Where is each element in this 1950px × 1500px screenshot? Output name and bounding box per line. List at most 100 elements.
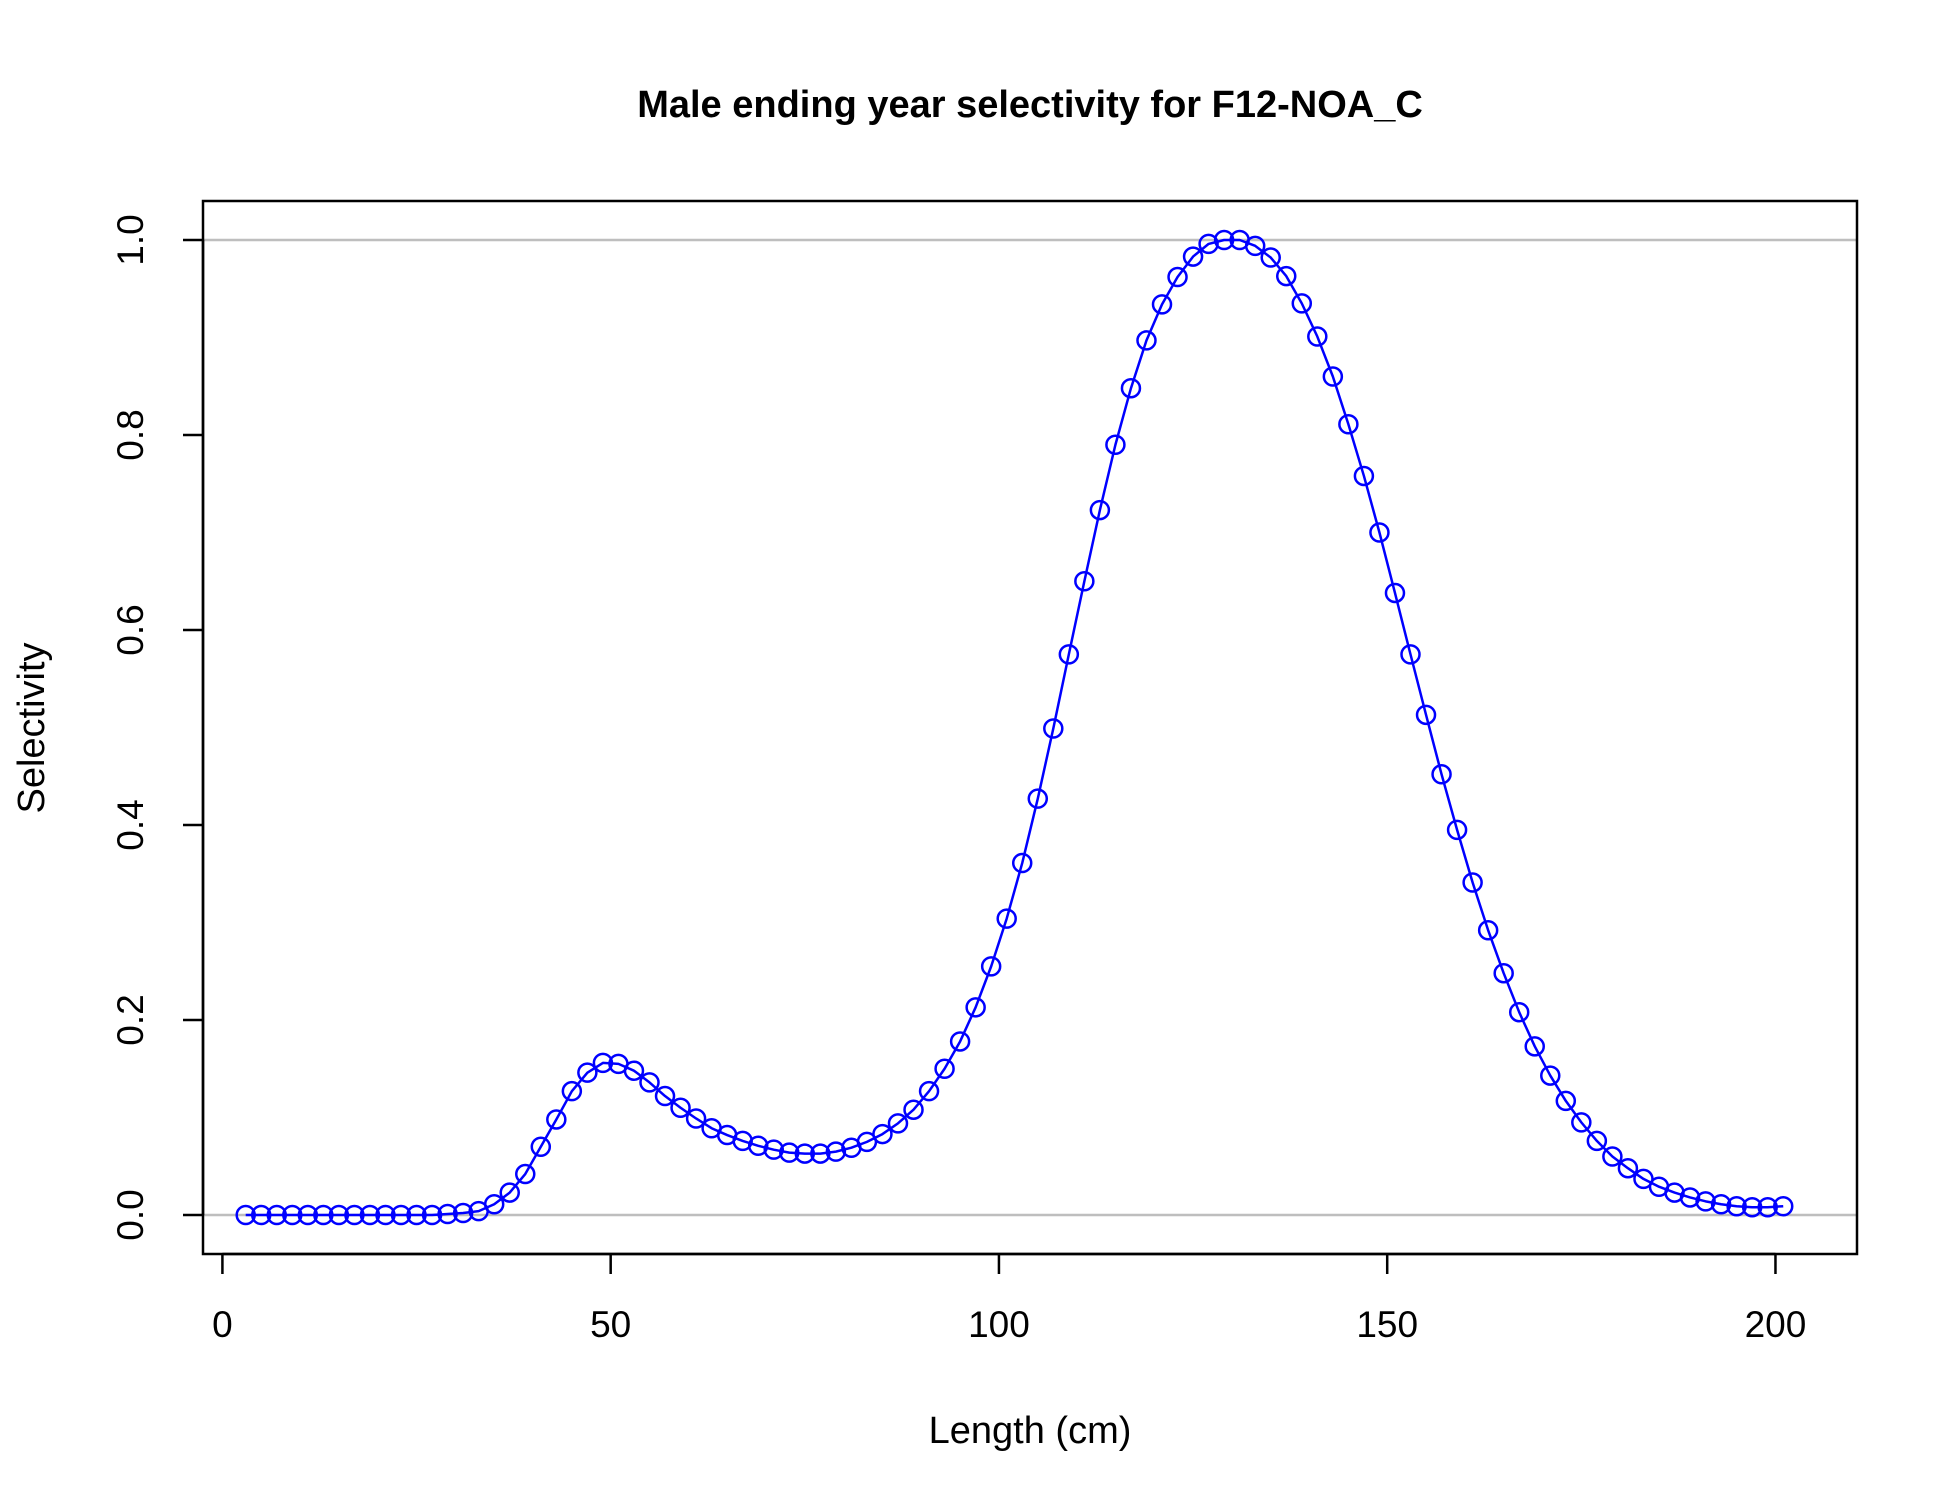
- data-point: [825, 1141, 847, 1162]
- data-point: [747, 1135, 769, 1157]
- data-point: [546, 1109, 567, 1130]
- data-point: [1105, 434, 1126, 455]
- data-point: [297, 1204, 319, 1226]
- data-point: [1120, 377, 1142, 399]
- data-point: [1058, 644, 1080, 665]
- data-point: [1602, 1146, 1623, 1167]
- data-point: [406, 1204, 427, 1226]
- data-point: [1726, 1195, 1747, 1217]
- data-point: [1384, 582, 1406, 604]
- data-point: [639, 1072, 660, 1093]
- data-point: [1213, 229, 1235, 251]
- x-axis: 0 50 100 150 200: [212, 1252, 1807, 1345]
- data-point: [499, 1182, 520, 1203]
- data-point: [903, 1099, 924, 1120]
- data-point: [763, 1139, 784, 1160]
- data-point: [623, 1060, 645, 1081]
- data-point: [515, 1163, 536, 1185]
- x-tick-label: 50: [590, 1304, 631, 1345]
- data-point: [949, 1031, 971, 1052]
- data-point: [1027, 788, 1049, 809]
- data-point: [654, 1085, 676, 1107]
- data-point: [1307, 326, 1328, 347]
- data-point: [670, 1097, 691, 1118]
- x-tick-label: 200: [1745, 1304, 1807, 1345]
- data-point: [1167, 266, 1188, 288]
- data-point: [810, 1143, 831, 1164]
- data-point: [313, 1204, 334, 1226]
- data-point: [934, 1058, 955, 1079]
- data-point: [266, 1204, 288, 1226]
- data-point: [577, 1062, 598, 1083]
- data-point: [1571, 1112, 1592, 1133]
- data-point: [1540, 1065, 1561, 1086]
- y-axis: 0.0 0.2 0.4 0.6 0.8 1.0: [110, 214, 205, 1241]
- x-tick-label: 0: [212, 1304, 233, 1345]
- data-point: [421, 1204, 443, 1226]
- data-point: [918, 1080, 940, 1102]
- data-point: [1524, 1036, 1545, 1057]
- data-point: [965, 997, 986, 1018]
- data-point: [1741, 1196, 1763, 1218]
- data-point: [1400, 644, 1421, 665]
- data-point: [1089, 499, 1111, 521]
- y-tick-label: 0.4: [110, 799, 151, 850]
- y-tick-label: 0.0: [110, 1189, 151, 1240]
- data-point: [1198, 233, 1219, 255]
- data-point: [592, 1052, 614, 1074]
- data-point: [1338, 414, 1359, 435]
- data-point: [1431, 764, 1452, 785]
- data-point: [1679, 1187, 1701, 1208]
- plot-frame: [201, 199, 1859, 1256]
- data-point: [1493, 962, 1514, 984]
- data-point: [872, 1123, 893, 1145]
- data-point: [359, 1204, 381, 1226]
- data-point: [344, 1204, 365, 1226]
- data-point: [1446, 819, 1468, 841]
- y-axis-label: Selectivity: [11, 642, 53, 813]
- data-point: [996, 908, 1017, 929]
- data-point: [1772, 1195, 1794, 1217]
- data-point: [1322, 366, 1344, 387]
- data-point: [250, 1204, 272, 1226]
- data-point: [282, 1204, 303, 1226]
- data-point: [375, 1204, 396, 1226]
- data-point: [980, 956, 1002, 977]
- series-group: [235, 229, 1794, 1226]
- data-point: [1353, 465, 1375, 487]
- data-point: [437, 1203, 458, 1225]
- data-point: [1710, 1194, 1732, 1215]
- chart-title: Male ending year selectivity for F12-NOA…: [637, 84, 1423, 126]
- reference-lines: [203, 238, 1857, 1217]
- data-point: [1508, 1001, 1530, 1023]
- data-point: [794, 1143, 816, 1164]
- data-point: [685, 1108, 707, 1129]
- data-point: [1043, 718, 1064, 739]
- data-point: [1136, 330, 1157, 351]
- data-point: [1011, 852, 1033, 874]
- data-point: [1291, 293, 1313, 314]
- y-tick-label: 0.6: [110, 604, 151, 655]
- y-tick-label: 1.0: [110, 214, 151, 265]
- series-line: [245, 238, 1784, 1217]
- data-point: [1695, 1191, 1716, 1212]
- data-point: [1555, 1090, 1577, 1112]
- data-point: [483, 1194, 505, 1215]
- data-point: [779, 1142, 800, 1163]
- data-point: [530, 1136, 552, 1157]
- data-point: [1586, 1130, 1608, 1152]
- data-point: [1477, 920, 1499, 941]
- data-point: [390, 1204, 412, 1226]
- data-point: [328, 1204, 350, 1226]
- data-point: [1276, 265, 1297, 287]
- data-point: [1260, 247, 1281, 268]
- data-point: [1617, 1157, 1639, 1179]
- y-tick-label: 0.8: [110, 409, 151, 460]
- data-point: [235, 1204, 256, 1226]
- x-tick-label: 100: [968, 1304, 1030, 1345]
- data-point: [1415, 704, 1437, 726]
- data-point: [1182, 246, 1204, 267]
- x-axis-label: Length (cm): [929, 1410, 1132, 1452]
- data-point: [1462, 872, 1483, 893]
